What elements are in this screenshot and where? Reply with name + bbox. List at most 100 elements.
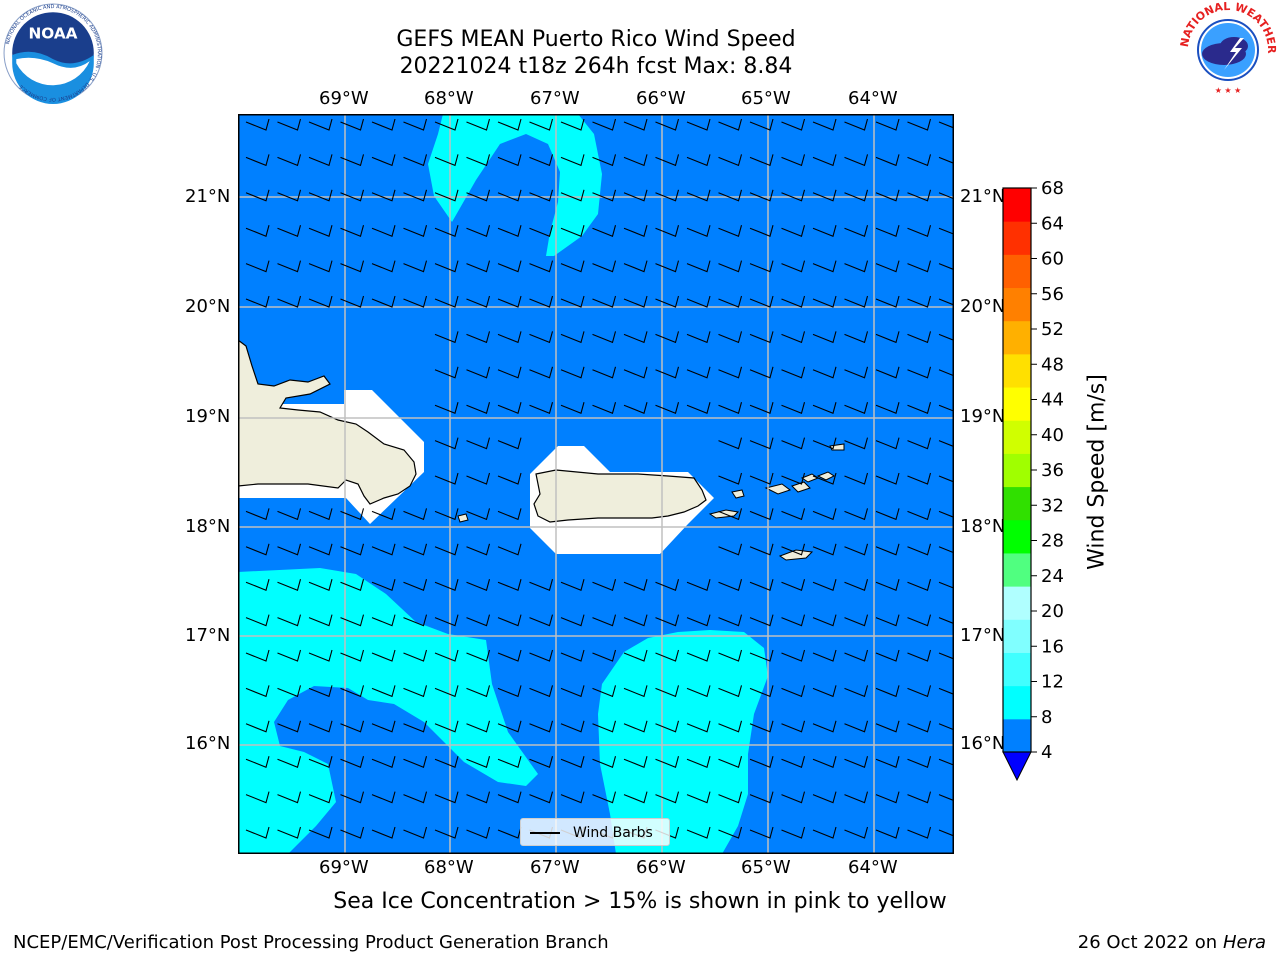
wind-barb	[529, 225, 554, 237]
footer-credit: NCEP/EMC/Verification Post Processing Pr…	[13, 932, 609, 953]
wind-barb	[497, 614, 522, 627]
wind-barb	[875, 756, 900, 768]
wind-barb	[907, 225, 932, 237]
lat-label-right: 17°N	[960, 625, 1006, 646]
wind-barb	[277, 260, 302, 273]
colorbar-tick-label: 12	[1041, 672, 1064, 693]
wind-barb	[466, 402, 491, 414]
lon-label-bottom: 67°W	[530, 857, 580, 878]
wind-barb	[623, 402, 648, 414]
wind-barb	[844, 791, 869, 804]
wind-barb	[907, 649, 932, 662]
wind-barb	[875, 579, 900, 591]
wind-barb	[592, 189, 617, 202]
wind-barb	[529, 366, 554, 379]
wind-barb	[308, 756, 333, 768]
wind-barb	[529, 649, 554, 662]
wind-barb	[529, 118, 554, 131]
wind-barb	[781, 649, 806, 662]
wind-barb	[466, 791, 491, 804]
wind-barb	[781, 189, 806, 202]
wind-barb	[497, 225, 522, 237]
wind-barb	[403, 508, 428, 521]
wind-barb	[497, 154, 522, 167]
wind-barb	[371, 508, 396, 521]
wind-barb	[875, 508, 900, 521]
lon-label-top: 65°W	[741, 88, 791, 109]
wind-barb	[938, 510, 954, 518]
wind-barb	[781, 295, 806, 308]
wind-barb	[466, 720, 491, 733]
wind-barb	[529, 685, 554, 698]
wind-barb	[340, 614, 365, 627]
wind-barb	[308, 543, 333, 556]
wind-barb	[655, 402, 680, 414]
nws-logo: NATIONAL WEATHER SERVICE ★ ★ ★	[1178, 0, 1278, 98]
wind-barb	[812, 791, 837, 804]
wind-barb	[592, 402, 617, 414]
wind-barb	[686, 720, 711, 733]
lon-label-bottom: 66°W	[636, 857, 686, 878]
wind-barb	[560, 260, 585, 273]
wind-barb	[371, 295, 396, 308]
lat-label-right: 16°N	[960, 733, 1006, 754]
wind-barb	[403, 543, 428, 556]
wind-barb	[623, 579, 648, 591]
footer-date: 26 Oct 2022 on Hera	[1078, 932, 1266, 953]
wind-barb	[434, 331, 459, 344]
wind-barb	[907, 366, 932, 379]
wind-contour-north	[428, 114, 602, 256]
wind-barb	[340, 685, 365, 698]
colorbar-band	[1003, 188, 1031, 222]
wind-barb	[592, 756, 617, 768]
wind-barb	[749, 614, 774, 627]
wind-barb	[308, 685, 333, 698]
colorbar-extend-arrow	[1002, 751, 1032, 782]
wind-barb	[529, 154, 554, 167]
wind-barb	[718, 685, 743, 698]
wind-barb	[371, 791, 396, 804]
wind-barb	[466, 260, 491, 273]
wind-barb	[812, 331, 837, 344]
wind-barb	[812, 154, 837, 167]
colorbar-band	[1003, 287, 1031, 322]
wind-barb	[655, 189, 680, 202]
wind-barb	[938, 723, 954, 731]
wind-barb	[812, 720, 837, 733]
wind-barb	[308, 614, 333, 627]
lat-label-right: 21°N	[960, 186, 1006, 207]
wind-barb	[466, 685, 491, 698]
wind-barb	[812, 756, 837, 768]
wind-barb	[907, 189, 932, 202]
wind-barb	[340, 260, 365, 273]
wind-barb	[812, 649, 837, 662]
wind-barb	[718, 295, 743, 308]
wind-barb	[875, 260, 900, 273]
colorbar-tick-label: 4	[1041, 742, 1052, 763]
wind-barb	[371, 543, 396, 556]
wind-barb	[340, 826, 365, 839]
wind-barb	[434, 437, 459, 450]
wind-barb	[938, 333, 954, 341]
wind-barb	[907, 118, 932, 131]
wind-barb	[655, 366, 680, 379]
wind-barb	[560, 614, 585, 627]
wind-barb	[781, 756, 806, 768]
wind-barb	[907, 543, 932, 556]
lat-label-right: 20°N	[960, 296, 1006, 317]
wind-barb	[938, 121, 954, 129]
lon-label-top: 68°W	[424, 88, 474, 109]
wind-barb	[466, 437, 491, 450]
lat-label-right: 19°N	[960, 406, 1006, 427]
colorbar-band	[1003, 254, 1031, 289]
wind-barb	[434, 402, 459, 414]
lat-label-left: 16°N	[185, 733, 231, 754]
wind-barb	[403, 826, 428, 839]
wind-barb	[497, 189, 522, 202]
wind-barb	[686, 225, 711, 237]
wind-barb	[749, 118, 774, 131]
wind-barb	[718, 402, 743, 414]
wind-barb	[907, 826, 932, 839]
wind-barb	[592, 579, 617, 591]
wind-barb	[592, 154, 617, 167]
